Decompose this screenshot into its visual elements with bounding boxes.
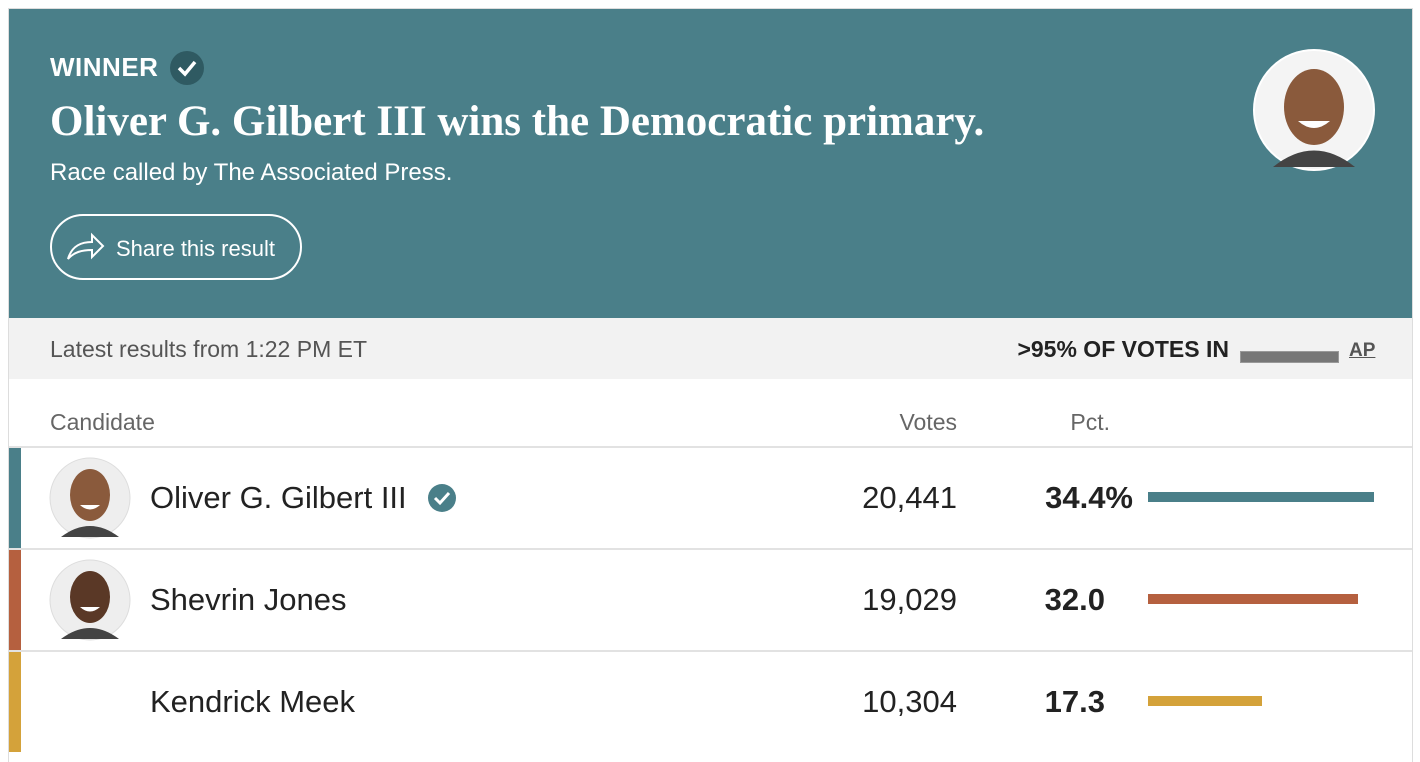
vote-pct: 34.4% [1045, 480, 1133, 515]
candidate-row: Kendrick Meek 10,304 17.3 [9, 650, 1412, 752]
share-icon [67, 232, 105, 260]
pct-bar [1148, 696, 1262, 706]
vote-count: 10,304 [862, 684, 957, 719]
candidate-row: Shevrin Jones 19,029 32.0 [9, 548, 1412, 650]
title: Oliver G. Gilbert III wins the Democrati… [50, 98, 985, 145]
latest-results: Latest results from 1:22 PM ET [50, 336, 368, 362]
vote-pct: 17.3 [1044, 684, 1105, 719]
party-stripe [9, 550, 21, 650]
share-button[interactable]: Share this result [50, 214, 302, 280]
pct-bar [1148, 492, 1374, 502]
column-header: Candidate [50, 409, 155, 435]
votes-in: >95% OF VOTES IN [1017, 336, 1229, 362]
reporting-bar [1240, 351, 1339, 363]
vote-pct: 32.0 [1044, 582, 1105, 617]
pct-bar [1148, 594, 1359, 604]
candidate-photo [49, 457, 131, 539]
winner-check [428, 484, 456, 512]
share-text: Share this result [116, 236, 275, 261]
winner-photo [1253, 49, 1375, 171]
column-header: Votes [899, 409, 957, 435]
candidate-row: Oliver G. Gilbert III 20,441 34.4% [9, 446, 1412, 548]
header: WINNER Oliver G. Gilbert III wins the De… [9, 9, 1412, 318]
party-stripe [9, 652, 21, 752]
status-bar: Latest results from 1:22 PM ET >95% OF V… [9, 318, 1412, 379]
subtitle: Race called by The Associated Press. [50, 159, 453, 186]
candidate-name: Kendrick Meek [150, 684, 356, 719]
check-icon [170, 51, 204, 85]
vote-count: 19,029 [862, 582, 957, 617]
result-card: WINNER Oliver G. Gilbert III wins the De… [8, 8, 1413, 762]
candidate-name: Shevrin Jones [150, 582, 347, 617]
candidate-name: Oliver G. Gilbert III [150, 480, 407, 515]
winner-label: WINNER [50, 52, 159, 82]
source-link[interactable]: AP [1349, 340, 1376, 361]
vote-count: 20,441 [862, 480, 957, 515]
column-header: Pct. [1070, 409, 1110, 435]
candidate-photo [49, 559, 131, 641]
party-stripe [9, 448, 21, 548]
